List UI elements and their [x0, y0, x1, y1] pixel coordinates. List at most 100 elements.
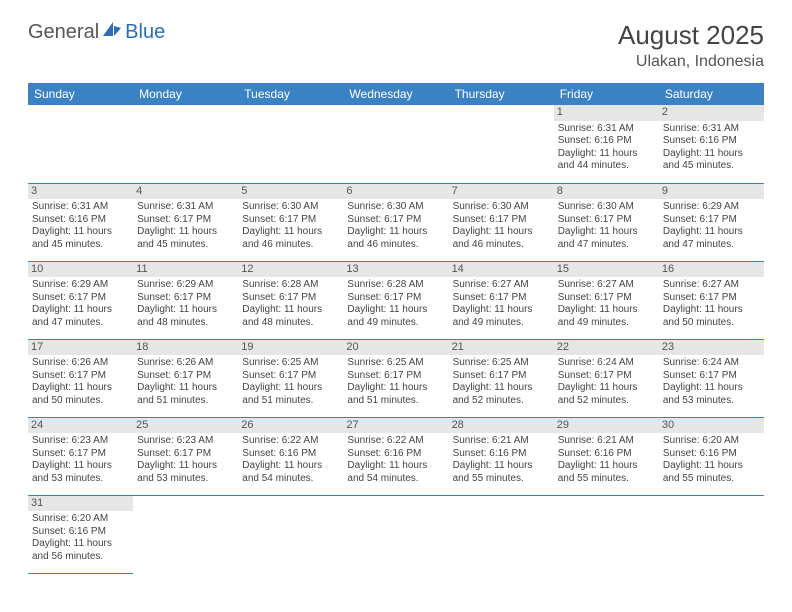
calendar-day-cell: 25Sunrise: 6:23 AMSunset: 6:17 PMDayligh…: [133, 417, 238, 495]
sunset-line: Sunset: 6:16 PM: [663, 448, 760, 461]
sunrise-line: Sunrise: 6:31 AM: [32, 201, 129, 214]
calendar-day-cell: 4Sunrise: 6:31 AMSunset: 6:17 PMDaylight…: [133, 183, 238, 261]
sail-icon: [101, 20, 123, 44]
day-number: 23: [659, 340, 764, 356]
calendar-day-cell: 15Sunrise: 6:27 AMSunset: 6:17 PMDayligh…: [554, 261, 659, 339]
sunset-line: Sunset: 6:16 PM: [663, 135, 760, 148]
daylight-line: Daylight: 11 hours and 55 minutes.: [453, 460, 550, 485]
calendar-empty-cell: [133, 495, 238, 573]
daylight-line: Daylight: 11 hours and 45 minutes.: [32, 226, 129, 251]
day-number: 22: [554, 340, 659, 356]
calendar-day-cell: 29Sunrise: 6:21 AMSunset: 6:16 PMDayligh…: [554, 417, 659, 495]
sunset-line: Sunset: 6:17 PM: [453, 292, 550, 305]
sunrise-line: Sunrise: 6:25 AM: [242, 357, 339, 370]
calendar-day-cell: 7Sunrise: 6:30 AMSunset: 6:17 PMDaylight…: [449, 183, 554, 261]
daylight-line: Daylight: 11 hours and 50 minutes.: [663, 304, 760, 329]
daylight-line: Daylight: 11 hours and 51 minutes.: [137, 382, 234, 407]
day-number: 20: [343, 340, 448, 356]
daylight-line: Daylight: 11 hours and 56 minutes.: [32, 538, 129, 563]
daylight-line: Daylight: 11 hours and 45 minutes.: [663, 148, 760, 173]
day-number: 6: [343, 184, 448, 200]
day-number: 10: [28, 262, 133, 278]
sunset-line: Sunset: 6:17 PM: [347, 292, 444, 305]
sunset-line: Sunset: 6:17 PM: [242, 214, 339, 227]
calendar-day-cell: 21Sunrise: 6:25 AMSunset: 6:17 PMDayligh…: [449, 339, 554, 417]
daylight-line: Daylight: 11 hours and 55 minutes.: [558, 460, 655, 485]
calendar-empty-cell: [659, 495, 764, 573]
sunrise-line: Sunrise: 6:25 AM: [347, 357, 444, 370]
calendar-week-row: 1Sunrise: 6:31 AMSunset: 6:16 PMDaylight…: [28, 105, 764, 183]
calendar-day-cell: 18Sunrise: 6:26 AMSunset: 6:17 PMDayligh…: [133, 339, 238, 417]
calendar-empty-cell: [28, 105, 133, 183]
sunrise-line: Sunrise: 6:31 AM: [663, 123, 760, 136]
calendar-empty-cell: [133, 105, 238, 183]
weekday-header: Wednesday: [343, 83, 448, 105]
sunset-line: Sunset: 6:17 PM: [137, 292, 234, 305]
daylight-line: Daylight: 11 hours and 51 minutes.: [242, 382, 339, 407]
daylight-line: Daylight: 11 hours and 49 minutes.: [347, 304, 444, 329]
sunset-line: Sunset: 6:17 PM: [558, 292, 655, 305]
daylight-line: Daylight: 11 hours and 49 minutes.: [453, 304, 550, 329]
daylight-line: Daylight: 11 hours and 49 minutes.: [558, 304, 655, 329]
daylight-line: Daylight: 11 hours and 50 minutes.: [32, 382, 129, 407]
calendar-day-cell: 2Sunrise: 6:31 AMSunset: 6:16 PMDaylight…: [659, 105, 764, 183]
day-number: 13: [343, 262, 448, 278]
calendar-day-cell: 8Sunrise: 6:30 AMSunset: 6:17 PMDaylight…: [554, 183, 659, 261]
sunset-line: Sunset: 6:17 PM: [663, 370, 760, 383]
sunset-line: Sunset: 6:17 PM: [137, 448, 234, 461]
day-number: 14: [449, 262, 554, 278]
calendar-week-row: 31Sunrise: 6:20 AMSunset: 6:16 PMDayligh…: [28, 495, 764, 573]
calendar-day-cell: 10Sunrise: 6:29 AMSunset: 6:17 PMDayligh…: [28, 261, 133, 339]
daylight-line: Daylight: 11 hours and 53 minutes.: [137, 460, 234, 485]
month-title: August 2025: [618, 20, 764, 51]
brand-logo: GeneralBlue: [28, 20, 165, 44]
daylight-line: Daylight: 11 hours and 47 minutes.: [32, 304, 129, 329]
daylight-line: Daylight: 11 hours and 46 minutes.: [453, 226, 550, 251]
sunset-line: Sunset: 6:17 PM: [558, 370, 655, 383]
daylight-line: Daylight: 11 hours and 55 minutes.: [663, 460, 760, 485]
calendar-day-cell: 30Sunrise: 6:20 AMSunset: 6:16 PMDayligh…: [659, 417, 764, 495]
calendar-empty-cell: [343, 495, 448, 573]
weekday-header: Saturday: [659, 83, 764, 105]
day-number: 24: [28, 418, 133, 434]
sunset-line: Sunset: 6:16 PM: [453, 448, 550, 461]
day-number: 9: [659, 184, 764, 200]
sunset-line: Sunset: 6:17 PM: [137, 370, 234, 383]
sunset-line: Sunset: 6:17 PM: [663, 214, 760, 227]
calendar-week-row: 17Sunrise: 6:26 AMSunset: 6:17 PMDayligh…: [28, 339, 764, 417]
calendar-header-row: SundayMondayTuesdayWednesdayThursdayFrid…: [28, 83, 764, 105]
sunrise-line: Sunrise: 6:24 AM: [558, 357, 655, 370]
sunrise-line: Sunrise: 6:22 AM: [347, 435, 444, 448]
sunset-line: Sunset: 6:17 PM: [453, 370, 550, 383]
sunrise-line: Sunrise: 6:22 AM: [242, 435, 339, 448]
weekday-header: Monday: [133, 83, 238, 105]
calendar-day-cell: 20Sunrise: 6:25 AMSunset: 6:17 PMDayligh…: [343, 339, 448, 417]
sunrise-line: Sunrise: 6:23 AM: [32, 435, 129, 448]
sunset-line: Sunset: 6:16 PM: [32, 526, 129, 539]
sunset-line: Sunset: 6:16 PM: [558, 135, 655, 148]
calendar-body: 1Sunrise: 6:31 AMSunset: 6:16 PMDaylight…: [28, 105, 764, 573]
calendar-day-cell: 24Sunrise: 6:23 AMSunset: 6:17 PMDayligh…: [28, 417, 133, 495]
calendar-table: SundayMondayTuesdayWednesdayThursdayFrid…: [28, 83, 764, 574]
daylight-line: Daylight: 11 hours and 47 minutes.: [558, 226, 655, 251]
sunrise-line: Sunrise: 6:27 AM: [453, 279, 550, 292]
day-number: 18: [133, 340, 238, 356]
daylight-line: Daylight: 11 hours and 48 minutes.: [242, 304, 339, 329]
weekday-header: Sunday: [28, 83, 133, 105]
calendar-day-cell: 13Sunrise: 6:28 AMSunset: 6:17 PMDayligh…: [343, 261, 448, 339]
day-number: 11: [133, 262, 238, 278]
day-number: 5: [238, 184, 343, 200]
sunrise-line: Sunrise: 6:23 AM: [137, 435, 234, 448]
sunrise-line: Sunrise: 6:20 AM: [663, 435, 760, 448]
sunset-line: Sunset: 6:17 PM: [347, 370, 444, 383]
day-number: 7: [449, 184, 554, 200]
calendar-day-cell: 16Sunrise: 6:27 AMSunset: 6:17 PMDayligh…: [659, 261, 764, 339]
calendar-day-cell: 3Sunrise: 6:31 AMSunset: 6:16 PMDaylight…: [28, 183, 133, 261]
weekday-header: Tuesday: [238, 83, 343, 105]
sunset-line: Sunset: 6:17 PM: [32, 292, 129, 305]
sunrise-line: Sunrise: 6:21 AM: [558, 435, 655, 448]
calendar-empty-cell: [238, 105, 343, 183]
sunrise-line: Sunrise: 6:25 AM: [453, 357, 550, 370]
calendar-day-cell: 23Sunrise: 6:24 AMSunset: 6:17 PMDayligh…: [659, 339, 764, 417]
day-number: 21: [449, 340, 554, 356]
